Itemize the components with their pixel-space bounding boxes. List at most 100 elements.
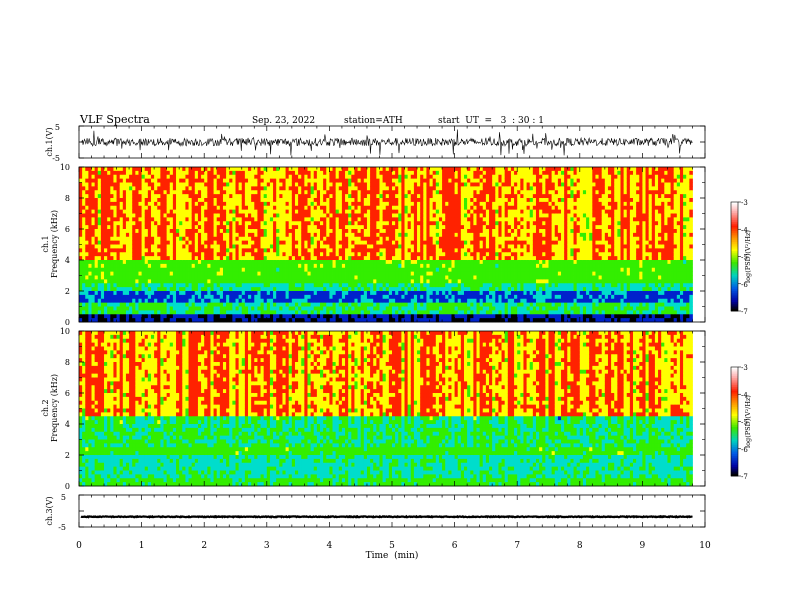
spectrogram-cell — [417, 298, 421, 304]
spectrogram-cell — [329, 213, 333, 218]
spectrogram-cell — [235, 229, 240, 234]
spectrogram-cell — [125, 225, 130, 230]
spectrogram-cell — [366, 221, 371, 226]
spectrogram-cell — [338, 283, 343, 288]
spectrogram-cell — [282, 174, 286, 180]
spectrogram-cell — [229, 256, 233, 261]
spectrogram-cell — [266, 294, 271, 300]
spectrogram-cell — [172, 182, 177, 187]
spectrogram-cell — [382, 302, 387, 307]
spectrogram-cell — [197, 232, 202, 238]
spectrogram-cell — [404, 306, 409, 311]
spectrogram-cell — [110, 205, 114, 211]
spectrogram-cell — [135, 310, 139, 315]
spectrogram-cell — [423, 318, 427, 323]
spectrogram-cell — [329, 275, 333, 280]
spectrogram-cell — [273, 306, 277, 311]
spectrogram-cell — [417, 256, 421, 261]
spectrogram-cell — [448, 167, 452, 172]
spectrogram-cell — [291, 283, 296, 288]
spectrogram-cell — [141, 182, 146, 187]
spectrogram-cell — [448, 302, 452, 307]
spectrogram-cell — [307, 186, 312, 191]
spectrogram-cell — [254, 248, 258, 253]
spectrogram-cell — [263, 229, 268, 234]
spectrogram-cell — [263, 256, 268, 261]
spectrogram-cell — [191, 240, 196, 245]
spectrogram-cell — [345, 190, 349, 195]
spectrogram-cell — [135, 275, 139, 280]
spectrogram-cell — [313, 213, 318, 218]
spectrogram-cell — [392, 252, 396, 257]
spectrogram-cell — [348, 302, 352, 307]
spectrogram-cell — [313, 283, 318, 288]
spectrogram-cell — [348, 213, 352, 218]
spectrogram-cell — [357, 271, 362, 276]
spectrogram-cell — [263, 314, 268, 319]
spectrogram-cell — [229, 194, 233, 199]
spectrogram-cell — [454, 244, 459, 249]
spectrogram-cell — [132, 221, 136, 226]
spectrogram-cell — [248, 236, 252, 242]
spectrogram-cell — [323, 174, 327, 180]
spectrogram-cell — [266, 275, 271, 280]
spectrogram-cell — [254, 205, 258, 211]
spectrogram-cell — [326, 260, 330, 265]
spectrogram-cell — [407, 167, 412, 172]
spectrogram-cell — [291, 225, 296, 230]
spectrogram-cell — [82, 291, 86, 296]
spectrogram-cell — [401, 244, 405, 249]
spectrogram-cell — [191, 248, 196, 253]
spectrogram-cell — [204, 229, 208, 234]
spectrogram-cell — [132, 279, 136, 284]
spectrogram-cell — [216, 182, 221, 187]
spectrogram-cell — [345, 213, 349, 218]
spectrogram-cell — [176, 279, 180, 284]
spectrogram-cell — [248, 314, 252, 319]
spectrogram-cell — [166, 194, 171, 199]
spectrogram-cell — [113, 213, 117, 218]
spectrogram-cell — [110, 283, 114, 288]
spectrogram-cell — [144, 190, 149, 195]
spectrogram-cell — [360, 318, 365, 323]
spectrogram-cell — [273, 260, 277, 265]
spectrogram-cell — [229, 170, 233, 176]
spectrogram-cell — [457, 314, 462, 319]
spectrogram-cell — [188, 217, 193, 222]
spectrogram-cell — [185, 236, 189, 242]
spectrogram-cell — [392, 248, 396, 253]
spectrogram-cell — [160, 267, 164, 273]
spectrogram-cell — [382, 310, 387, 315]
spectrogram-cell — [370, 201, 374, 207]
spectrogram-cell — [273, 194, 277, 199]
spectrogram-cell — [226, 209, 230, 214]
spectrogram-cell — [285, 178, 290, 183]
spectrogram-cell — [222, 232, 227, 238]
spectrogram-cell — [138, 275, 142, 280]
spectrogram-cell — [279, 306, 283, 311]
spectrogram-cell — [326, 174, 330, 180]
spectrogram-cell — [279, 232, 283, 238]
spectrogram-cell — [370, 294, 374, 300]
spectrogram-cell — [410, 194, 415, 199]
spectrogram-cell — [241, 244, 246, 249]
spectrogram-cell — [116, 229, 121, 234]
spectrogram-cell — [338, 306, 343, 311]
spectrogram-cell — [263, 291, 268, 296]
spectrogram-cell — [366, 229, 371, 234]
spectrogram-cell — [463, 291, 468, 296]
spectrogram-cell — [125, 318, 130, 323]
spectrogram-cell — [141, 225, 146, 230]
spectrogram-cell — [257, 298, 261, 304]
spectrogram-cell — [179, 275, 183, 280]
spectrogram-cell — [172, 310, 177, 315]
spectrogram-cell — [329, 186, 333, 191]
spectrogram-cell — [276, 213, 280, 218]
spectrogram-cell — [291, 306, 296, 311]
spectrogram-cell — [110, 213, 114, 218]
spectrogram-cell — [442, 201, 446, 207]
spectrogram-cell — [216, 240, 221, 245]
spectrogram-cell — [276, 225, 280, 230]
spectrogram-cell — [129, 279, 133, 284]
spectrogram-cell — [426, 236, 430, 242]
